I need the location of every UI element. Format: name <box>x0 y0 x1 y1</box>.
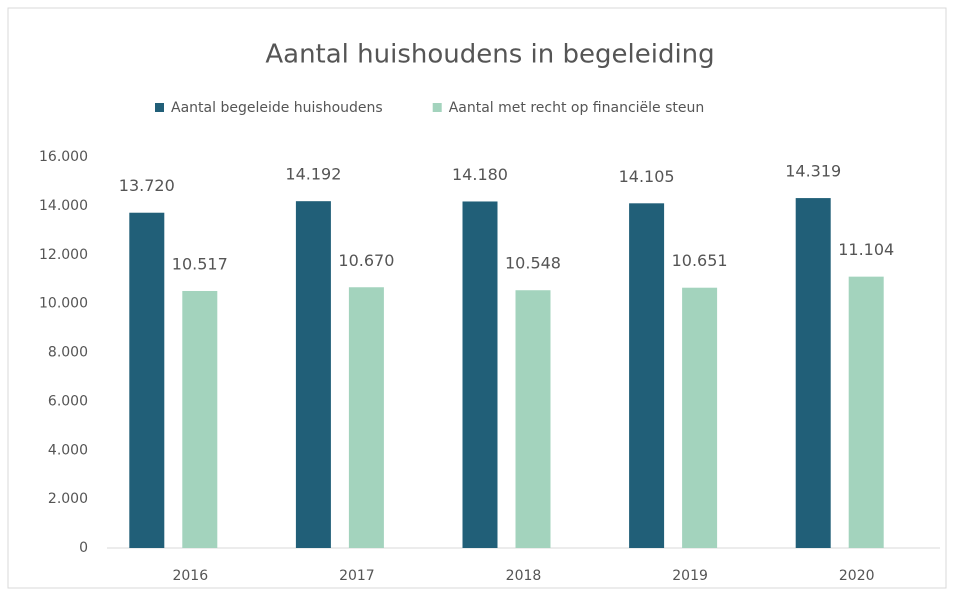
bar <box>295 201 331 549</box>
y-tick-label: 4.000 <box>48 442 88 458</box>
value-label: 10.651 <box>672 251 728 270</box>
bar <box>348 287 384 548</box>
y-tick-label: 14.000 <box>39 198 88 214</box>
bar <box>629 203 665 548</box>
legend-swatch <box>432 103 442 112</box>
value-label: 14.105 <box>619 167 675 186</box>
value-label: 14.319 <box>785 162 841 181</box>
y-tick-label: 6.000 <box>48 393 88 409</box>
bar <box>182 290 218 548</box>
bar <box>462 201 498 548</box>
y-tick-label: 10.000 <box>39 296 88 312</box>
value-label: 14.192 <box>285 165 341 184</box>
x-tick-label: 2020 <box>839 568 875 584</box>
x-tick-label: 2017 <box>339 568 375 584</box>
value-label: 14.180 <box>452 165 508 184</box>
value-label: 11.104 <box>838 240 894 259</box>
x-tick-label: 2018 <box>506 568 542 584</box>
y-tick-label: 12.000 <box>39 247 88 263</box>
value-label: 10.670 <box>338 251 394 270</box>
bar <box>682 287 718 548</box>
y-tick-label: 2.000 <box>48 491 88 507</box>
x-tick-label: 2016 <box>172 568 208 584</box>
legend-label: Aantal met recht op financiële steun <box>449 100 705 116</box>
y-tick-label: 0 <box>79 540 88 556</box>
chart-title: Aantal huishoudens in begeleiding <box>265 40 714 70</box>
x-tick-label: 2019 <box>672 568 708 584</box>
bar <box>515 290 551 548</box>
bar <box>848 276 884 548</box>
y-tick-label: 16.000 <box>39 149 88 165</box>
legend-swatch <box>155 103 164 112</box>
bar <box>795 198 831 548</box>
y-tick-label: 8.000 <box>48 345 88 361</box>
value-label: 13.720 <box>119 176 175 195</box>
bar <box>129 212 165 548</box>
value-label: 10.517 <box>172 254 228 273</box>
legend-label: Aantal begeleide huishoudens <box>171 100 383 116</box>
value-label: 10.548 <box>505 254 561 273</box>
